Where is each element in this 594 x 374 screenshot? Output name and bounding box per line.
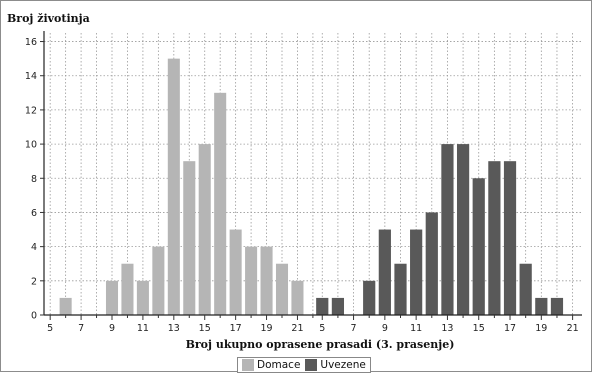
legend-swatch-uvezene [305, 359, 318, 371]
y-tick-label: 10 [25, 140, 37, 151]
bar-domace-16 [214, 92, 227, 316]
bar-uvezene-13 [441, 144, 454, 315]
bar-uvezene-19 [535, 297, 548, 315]
bar-domace-15 [198, 144, 211, 315]
y-tick-label: 4 [31, 242, 37, 253]
y-tick-label: 6 [31, 208, 37, 219]
bars-group [59, 58, 564, 316]
legend: Domace Uvezene [237, 357, 371, 373]
y-tick-label: 14 [25, 71, 37, 82]
x-tick-label: 7 [78, 323, 84, 334]
x-tick-label: 17 [504, 323, 516, 334]
bar-uvezene-6 [331, 297, 345, 315]
bar-uvezene-14 [456, 144, 470, 315]
x-tick-label: 11 [410, 323, 422, 334]
bar-domace-11 [136, 280, 149, 315]
x-tick-label: 9 [382, 323, 388, 334]
bar-domace-12 [152, 246, 165, 315]
bar-uvezene-18 [519, 263, 532, 315]
bar-domace-9 [105, 280, 119, 315]
legend-label-uvezene: Uvezene [320, 359, 366, 371]
x-tick-label: 19 [260, 323, 272, 334]
x-tick-label: 15 [199, 323, 211, 334]
bar-domace-10 [121, 263, 134, 315]
bar-uvezene-15 [472, 178, 485, 315]
y-tick-label: 2 [31, 276, 37, 287]
x-tick-label: 15 [473, 323, 485, 334]
bar-domace-19 [260, 246, 273, 315]
bar-uvezene-12 [425, 212, 438, 315]
bar-domace-14 [183, 161, 196, 315]
legend-label-domace: Domace [257, 359, 301, 371]
x-tick-label: 13 [168, 323, 180, 334]
bar-domace-18 [245, 246, 258, 315]
legend-item-domace: Domace [242, 359, 300, 371]
x-axis-title: Broj ukupno oprasene prasadi (3. prasenj… [186, 338, 455, 351]
bar-uvezene-11 [410, 229, 423, 315]
bar-domace-21 [291, 280, 304, 315]
bar-uvezene-10 [394, 263, 407, 315]
bar-domace-17 [229, 229, 242, 315]
y-tick-label: 12 [25, 105, 37, 116]
legend-item-uvezene: Uvezene [305, 359, 366, 371]
ticks-group: 0 2 4 6 8 10 12 14 16 5 7 9 11 13 15 17 19 21 5 7 9 11 13 15 17 1… [25, 37, 579, 334]
bar-uvezene-20 [550, 297, 564, 315]
bar-domace-20 [275, 263, 289, 315]
y-tick-label: 16 [25, 37, 37, 48]
bar-uvezene-8 [363, 280, 376, 315]
x-tick-label: 21 [291, 323, 303, 334]
bar-domace-13 [167, 58, 180, 316]
x-tick-label: 17 [230, 323, 242, 334]
bar-uvezene-16 [488, 161, 501, 315]
bar-uvezene-5 [316, 297, 329, 315]
legend-swatch-domace [242, 359, 254, 371]
y-tick-label: 0 [31, 311, 37, 322]
bar-domace-6 [59, 297, 72, 315]
y-tick-label: 8 [31, 174, 37, 185]
x-tick-label: 5 [47, 323, 53, 334]
bar-uvezene-17 [503, 161, 517, 315]
x-tick-label: 19 [535, 323, 547, 334]
bar-uvezene-9 [378, 229, 391, 315]
x-tick-label: 11 [137, 323, 149, 334]
y-axis-title: Broj životinja [7, 12, 90, 25]
x-tick-label: 9 [109, 323, 115, 334]
x-tick-label: 5 [319, 323, 325, 334]
x-tick-label: 21 [567, 323, 579, 334]
x-tick-label: 7 [351, 323, 357, 334]
x-tick-label: 13 [441, 323, 453, 334]
